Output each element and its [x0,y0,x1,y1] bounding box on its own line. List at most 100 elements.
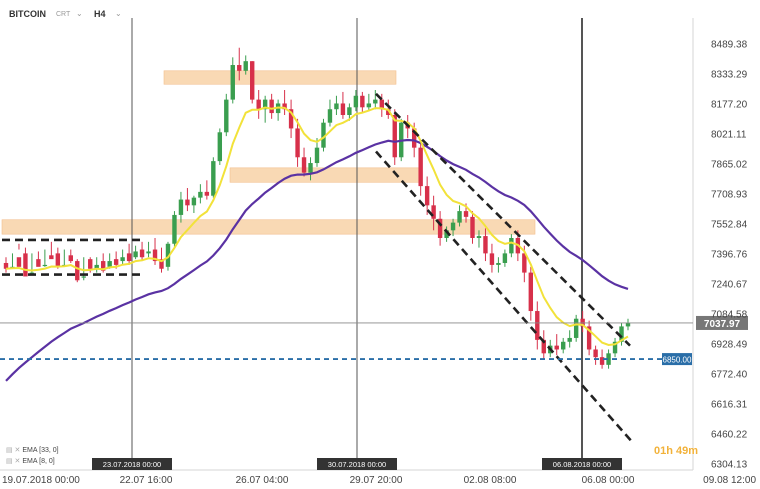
candle-body[interactable] [159,259,164,269]
candle-body[interactable] [230,65,235,100]
candle-body[interactable] [334,103,339,110]
candle-body[interactable] [146,251,151,254]
candle-body[interactable] [3,262,9,269]
candle-body[interactable] [573,318,579,338]
indicator-settings-icon[interactable]: ▤ ✕ [6,447,21,454]
candle-body[interactable] [509,238,514,254]
candle-body[interactable] [295,128,300,158]
candle-body[interactable] [178,199,184,215]
candle-body[interactable] [68,255,73,262]
candle-body[interactable] [411,128,417,148]
candle-body[interactable] [373,99,378,104]
candle-body[interactable] [489,253,495,265]
candle-body[interactable] [340,103,346,115]
candle-body[interactable] [625,322,631,327]
candle-body[interactable] [204,191,210,196]
candle-body[interactable] [418,147,423,187]
candle-body[interactable] [431,205,436,219]
candle-body[interactable] [23,253,28,277]
candle-body[interactable] [152,249,158,262]
candle-body[interactable] [107,261,112,267]
candle-body[interactable] [554,345,559,350]
candle-body[interactable] [360,95,365,108]
indicator-settings-icon[interactable]: ▤ ✕ [6,458,21,465]
candle-body[interactable] [535,311,540,340]
candle-body[interactable] [224,99,229,133]
candle-body[interactable] [139,249,145,258]
candle-body[interactable] [470,216,475,239]
timeframe-chevron-down-icon[interactable]: ⌄ [115,9,122,18]
candle-body[interactable] [113,259,119,265]
candle-body[interactable] [243,61,248,71]
indicator-legend-fast: ▤ ✕ EMA [8, 0] [6,457,55,465]
timeframe-label[interactable]: H4 [94,9,106,19]
candle-body[interactable] [308,163,313,173]
candle-body[interactable] [379,99,384,110]
y-tick-label: 7396.76 [711,249,748,260]
candle-body[interactable] [250,61,255,100]
candle-body[interactable] [36,259,41,267]
candle-body[interactable] [463,211,469,217]
candle-body[interactable] [301,157,307,173]
candle-body[interactable] [16,257,22,267]
candle-body[interactable] [612,341,618,354]
candle-body[interactable] [619,326,624,342]
candle-body[interactable] [353,95,359,108]
candle-body[interactable] [42,264,48,267]
candle-body[interactable] [522,253,527,273]
candle-body[interactable] [424,186,430,206]
candle-body[interactable] [321,122,326,148]
type-chevron-down-icon[interactable]: ⌄ [76,9,83,18]
candle-body[interactable] [288,109,294,129]
candle-body[interactable] [444,230,449,239]
y-tick-label: 7865.02 [711,160,748,171]
candle-body[interactable] [502,253,508,263]
candle-body[interactable] [49,255,54,260]
candle-body[interactable] [593,349,598,358]
candle-body[interactable] [94,264,99,269]
candle-body[interactable] [269,99,274,114]
candle-body[interactable] [457,211,462,223]
candle-body[interactable] [567,337,572,342]
candle-body[interactable] [476,236,482,239]
candle-body[interactable] [133,251,138,258]
candle-body[interactable] [541,339,546,354]
candle-body[interactable] [437,218,443,239]
candle-body[interactable] [185,199,190,206]
candle-body[interactable] [75,261,80,281]
candle-body[interactable] [366,103,372,108]
candle-body[interactable] [29,272,35,274]
candle-body[interactable] [483,236,488,254]
candle-body[interactable] [586,326,592,350]
candle-body[interactable] [386,109,391,115]
candle-body[interactable] [256,99,261,110]
candle-body[interactable] [172,214,177,244]
candle-body[interactable] [327,109,333,123]
y-tick-label: 6772.40 [711,369,748,380]
candle-body[interactable] [561,341,566,350]
candle-body[interactable] [198,191,203,198]
candle-body[interactable] [262,99,268,110]
candle-body[interactable] [450,222,456,231]
candle-body[interactable] [496,262,501,265]
candle-body[interactable] [126,253,132,262]
candle-body[interactable] [237,65,242,71]
candle-body[interactable] [211,161,216,196]
candle-body[interactable] [528,272,534,312]
candle-body[interactable] [165,243,171,267]
candle-body[interactable] [88,259,93,269]
candle-body[interactable] [347,107,352,115]
candle-body[interactable] [100,261,106,271]
candle-body[interactable] [120,257,125,262]
channel-upper-line[interactable] [375,92,631,347]
candle-body[interactable] [599,357,605,365]
candle-body[interactable] [282,103,287,110]
candle-body[interactable] [392,114,397,158]
candle-body[interactable] [191,197,197,206]
candle-body[interactable] [606,353,611,365]
candle-body[interactable] [55,253,61,267]
candle-body[interactable] [314,147,320,164]
candle-body[interactable] [217,132,223,162]
candle-body[interactable] [81,276,86,278]
